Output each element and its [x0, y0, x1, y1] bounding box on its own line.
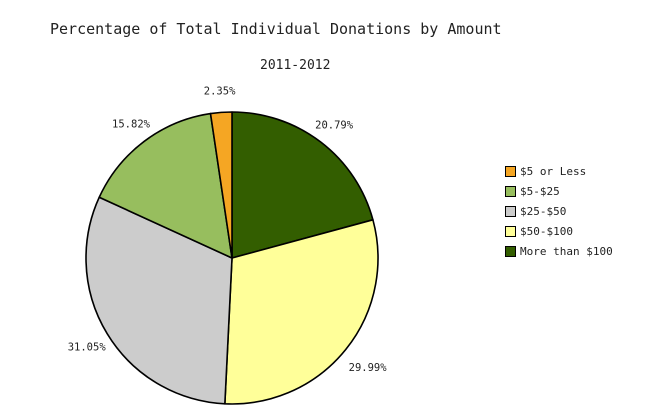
legend-label-1: $5-$25: [520, 184, 560, 198]
pie-labels: 20.79% 29.99% 31.05% 15.82% 2.35%: [68, 86, 388, 375]
slice-label-4: 20.79%: [315, 120, 354, 132]
legend-item-3: $50-$100: [505, 221, 613, 241]
legend-label-4: More than $100: [520, 244, 613, 258]
chart-subtitle: 2011-2012: [260, 58, 331, 73]
legend: $5 or Less $5-$25 $25-$50 $50-$100 More than…: [505, 161, 613, 261]
slice-label-1: 15.82%: [112, 119, 151, 131]
pie-slice-2: [85, 196, 233, 405]
legend-swatch-4: [505, 245, 516, 257]
legend-swatch-2: [505, 205, 516, 217]
legend-swatch-1: [505, 185, 516, 197]
slice-label-0: 2.35%: [204, 86, 236, 98]
legend-item-0: $5 or Less: [505, 161, 613, 181]
slice-label-2: 31.05%: [68, 341, 107, 353]
legend-label-0: $5 or Less: [520, 164, 587, 178]
slice-label-3: 29.99%: [349, 362, 388, 374]
legend-label-3: $50-$100: [520, 224, 573, 238]
pie-slice-1: [98, 112, 233, 259]
legend-swatch-3: [505, 225, 516, 237]
legend-item-4: More than $100: [505, 241, 613, 261]
legend-item-2: $25-$50: [505, 201, 613, 221]
pie-slice-0: [209, 111, 233, 259]
legend-label-2: $25-$50: [520, 204, 567, 218]
pie-slice-4: [231, 111, 374, 259]
pie-slices: [85, 111, 379, 405]
chart-title: Percentage of Total Individual Donations…: [50, 20, 502, 38]
legend-item-1: $5-$25: [505, 181, 613, 201]
legend-swatch-0: [505, 165, 516, 177]
pie-slice-3: [224, 219, 379, 405]
